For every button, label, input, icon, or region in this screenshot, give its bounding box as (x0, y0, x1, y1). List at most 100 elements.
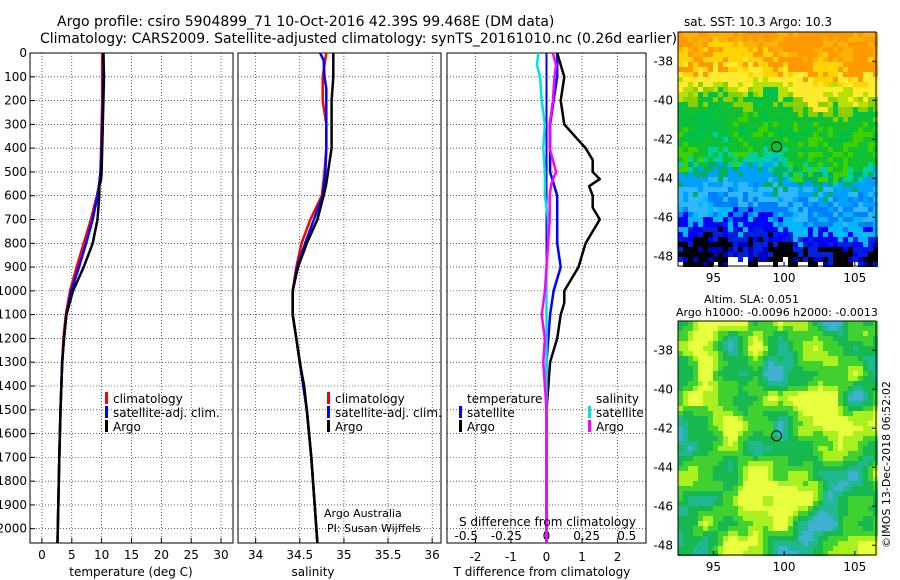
map-cell (843, 436, 848, 441)
map-cell (773, 506, 778, 511)
map-cell (693, 466, 698, 471)
map-cell (683, 92, 688, 97)
map-cell (753, 42, 758, 47)
map-cell (823, 192, 828, 197)
map-cell (723, 32, 728, 37)
map-cell (703, 222, 708, 227)
map-cell (733, 436, 738, 441)
map-cell (833, 92, 838, 97)
map-cell (798, 446, 803, 451)
map-cell (693, 406, 698, 411)
map-cell (793, 142, 798, 147)
map-cell (778, 67, 783, 72)
map-cell (713, 401, 718, 406)
map-cell (848, 426, 853, 431)
map-cell (843, 551, 848, 556)
map-cell (868, 531, 873, 536)
map-cell (793, 331, 798, 336)
map-cell (813, 546, 818, 551)
map-cell (733, 67, 738, 72)
map-cell (863, 247, 868, 252)
map-cell (808, 47, 813, 52)
map-cell (863, 481, 868, 486)
map-cell (763, 42, 768, 47)
map-cell (798, 421, 803, 426)
map-cell (738, 137, 743, 142)
map-cell (773, 117, 778, 122)
map-cell (708, 341, 713, 346)
map-cell (833, 207, 838, 212)
map-cell (688, 117, 693, 122)
map-cell (858, 157, 863, 162)
map-cell (733, 426, 738, 431)
map-cell (698, 501, 703, 506)
map-cell (833, 217, 838, 222)
map-cell (708, 32, 713, 37)
map-cell (708, 526, 713, 531)
map-cell (728, 62, 733, 67)
map-cell (768, 127, 773, 132)
map-cell (738, 152, 743, 157)
map-cell (743, 401, 748, 406)
y-tick-label: 1800 (0, 474, 27, 488)
map-cell (753, 207, 758, 212)
map-cell (808, 396, 813, 401)
map-cell (798, 262, 803, 267)
map-cell (743, 142, 748, 147)
map-cell (728, 72, 733, 77)
map-cell (718, 376, 723, 381)
map-cell (688, 212, 693, 217)
map-cell (743, 461, 748, 466)
map-cell (693, 92, 698, 97)
map-cell (783, 242, 788, 247)
map-cell (798, 57, 803, 62)
map-cell (828, 476, 833, 481)
map-cell (818, 257, 823, 262)
map-cell (763, 62, 768, 67)
map-cell (718, 386, 723, 391)
map-cell (803, 326, 808, 331)
map-cell (833, 356, 838, 361)
map-cell (713, 466, 718, 471)
map-cell (688, 142, 693, 147)
map-cell (823, 511, 828, 516)
map-cell (868, 356, 873, 361)
map-cell (743, 197, 748, 202)
map-cell (748, 112, 753, 117)
map-cell (793, 232, 798, 237)
map-cell (793, 436, 798, 441)
map-cell (868, 202, 873, 207)
x-tick-label: 2 (614, 550, 622, 564)
map-cell (678, 142, 683, 147)
map-cell (823, 37, 828, 42)
map-cell (743, 262, 748, 267)
map-cell (773, 57, 778, 62)
map-cell (833, 481, 838, 486)
map-cell (728, 521, 733, 526)
map-cell (723, 172, 728, 177)
map-cell (768, 162, 773, 167)
map-cell (758, 197, 763, 202)
map-cell (768, 456, 773, 461)
map-cell (868, 137, 873, 142)
map-cell (683, 202, 688, 207)
map-cell (833, 252, 838, 257)
map-cell (738, 506, 743, 511)
map-cell (763, 182, 768, 187)
map-cell (758, 496, 763, 501)
map-cell (798, 376, 803, 381)
map-cell (858, 42, 863, 47)
map-cell (863, 262, 868, 267)
map-cell (863, 381, 868, 386)
map-y-tick-label: -42 (653, 132, 673, 146)
map-cell (733, 491, 738, 496)
map-cell (793, 197, 798, 202)
map-cell (698, 197, 703, 202)
map-cell (718, 526, 723, 531)
map-cell (768, 481, 773, 486)
map-cell (778, 62, 783, 67)
map-cell (758, 541, 763, 546)
map-cell (853, 361, 858, 366)
map-cell (683, 336, 688, 341)
map-cell (773, 496, 778, 501)
